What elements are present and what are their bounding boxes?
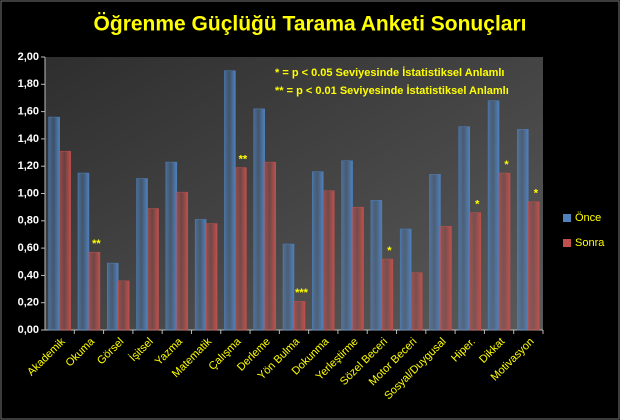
bar: [440, 226, 452, 331]
bar: [323, 190, 335, 331]
bar: [282, 243, 295, 331]
bar: [293, 301, 306, 331]
bar: [48, 116, 60, 331]
legend-label: Sonra: [575, 237, 605, 249]
bar: [399, 228, 412, 331]
y-tick-label: 1,80: [18, 78, 39, 90]
significance-label: *: [504, 159, 509, 171]
bar: [205, 223, 218, 331]
y-tick-label: 0,60: [18, 242, 39, 254]
legend-swatch: [563, 239, 571, 247]
bar: [176, 191, 189, 331]
bar: [429, 174, 441, 331]
bar: [147, 208, 159, 331]
note: ** = p < 0.01 Seviyesinde İstatistiksel …: [275, 84, 509, 97]
y-tick-label: 0,80: [18, 215, 39, 227]
y-tick-label: 0,00: [18, 324, 39, 336]
bar: [88, 251, 101, 331]
significance-label: *: [534, 188, 539, 200]
legend-label: Önce: [575, 212, 601, 224]
bar: [341, 160, 353, 331]
y-tick-label: 1,40: [18, 133, 39, 145]
significance-label: *: [387, 245, 392, 257]
bar: [253, 108, 265, 331]
bar: [194, 219, 207, 331]
note: * = p < 0.05 Seviyesinde İstatistiksel A…: [275, 66, 505, 79]
y-tick-label: 1,20: [18, 160, 39, 172]
significance-label: *: [475, 199, 480, 211]
bar: [352, 206, 364, 331]
bar: [77, 172, 90, 331]
bar: [528, 201, 540, 331]
bar: [165, 161, 178, 331]
bar: [487, 100, 500, 331]
y-tick-label: 0,40: [18, 269, 39, 281]
bar: [469, 212, 482, 331]
bar: [224, 70, 236, 331]
significance-label: ***: [295, 287, 309, 299]
bar: [264, 161, 276, 331]
y-tick-label: 1,00: [18, 187, 39, 199]
y-tick-label: 2,00: [18, 51, 39, 63]
chart-title: Öğrenme Güçlüğü Tarama Anketi Sonuçları: [94, 13, 527, 36]
bar: [498, 172, 511, 331]
bar: [458, 126, 471, 331]
significance-label: **: [239, 153, 248, 165]
y-tick-label: 0,20: [18, 297, 39, 309]
bar: [517, 129, 529, 331]
significance-label: **: [92, 238, 101, 250]
y-tick-label: 1,60: [18, 106, 39, 118]
bar: [410, 272, 423, 331]
legend-swatch: [563, 214, 571, 222]
bar: [235, 167, 247, 331]
bar: [106, 262, 119, 331]
bar: [117, 280, 130, 331]
bar: [370, 200, 383, 331]
bar: [59, 150, 71, 331]
bar: [312, 171, 324, 331]
bar: [381, 258, 394, 331]
bar: [136, 178, 148, 331]
